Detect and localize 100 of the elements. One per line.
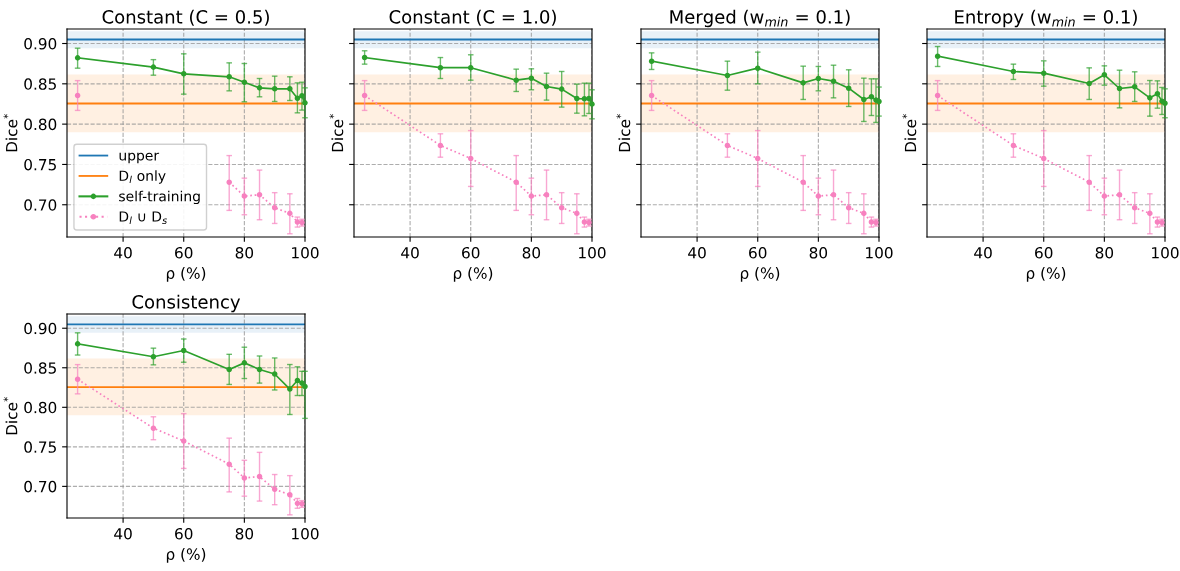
point [467, 64, 474, 71]
x-tick-label: 60 [175, 246, 193, 259]
y-axis-title: Dice$^{*}$ [616, 113, 631, 152]
point [830, 191, 837, 198]
point [513, 77, 519, 83]
x-tick-label: 60 [749, 246, 767, 259]
legend-label: D$_{l}$ ∪ D$_{s}$ [119, 211, 167, 225]
point [294, 377, 301, 384]
point [256, 366, 263, 373]
x-tick-label: 40 [114, 246, 132, 259]
y-tick-label: 0.90 [24, 322, 57, 335]
x-tick-label: 40 [114, 527, 132, 540]
point [74, 376, 81, 383]
point [150, 353, 157, 360]
point [74, 341, 81, 347]
point [1086, 179, 1092, 185]
point [861, 96, 867, 103]
x-tick-label: 100 [579, 246, 606, 259]
point [1101, 72, 1108, 78]
point [180, 347, 187, 354]
point [180, 438, 187, 444]
point [528, 75, 535, 81]
point [754, 65, 761, 71]
legend-label: self-training [119, 190, 200, 205]
y-tick-label: 0.85 [24, 78, 56, 90]
x-tick-label: 80 [235, 246, 254, 259]
point [934, 53, 941, 59]
legend-label: upper [119, 152, 160, 164]
chart-title: Merged (w$_{min}$ = 0.1) [670, 9, 850, 28]
x-tick-label: 80 [809, 246, 828, 259]
x-axis-title: ρ (%) [453, 267, 493, 282]
y-tick-label: 0.75 [24, 441, 56, 453]
point [241, 193, 248, 199]
point [1010, 68, 1017, 75]
point [256, 191, 263, 198]
point [294, 95, 301, 101]
point [581, 96, 588, 102]
point [1147, 210, 1153, 217]
point [1010, 142, 1017, 149]
y-axis-title: Dice$^{*}$ [3, 396, 18, 435]
x-axis-title: ρ (%) [1026, 267, 1066, 282]
x-tick-label: 60 [462, 246, 480, 259]
point [437, 142, 444, 149]
point [830, 78, 837, 84]
y-tick-label: 0.70 [24, 199, 57, 211]
y-axis-title: Dice$^{*}$ [902, 113, 917, 152]
y-tick-label: 0.75 [24, 158, 56, 171]
point [437, 64, 444, 71]
x-tick-label: 40 [974, 246, 992, 259]
point [299, 93, 305, 99]
point [1116, 85, 1123, 92]
x-tick-label: 40 [401, 246, 419, 259]
point [861, 210, 867, 217]
point [74, 55, 81, 61]
point [361, 54, 368, 61]
point [287, 86, 293, 92]
x-tick-label: 100 [292, 246, 319, 259]
point [528, 193, 535, 199]
point [934, 92, 941, 99]
point [150, 425, 157, 431]
point [241, 475, 248, 481]
point [241, 79, 248, 85]
point [815, 193, 822, 199]
point [558, 204, 565, 211]
point [256, 473, 263, 480]
point [1131, 204, 1138, 211]
point [180, 71, 187, 77]
x-tick-label: 60 [1035, 246, 1053, 259]
point [800, 80, 806, 86]
x-tick-label: 80 [235, 527, 254, 540]
x-tick-label: 80 [522, 246, 541, 259]
x-tick-label: 80 [1095, 246, 1114, 259]
point [543, 83, 550, 90]
point [226, 74, 232, 80]
point [724, 72, 731, 79]
x-tick-label: 100 [292, 527, 319, 540]
point [302, 100, 308, 106]
point [543, 191, 550, 198]
chart-title: Constant (C = 1.0) [389, 9, 556, 26]
point [271, 371, 278, 377]
point [648, 92, 655, 99]
point [271, 204, 278, 211]
point [1086, 80, 1092, 87]
point [558, 86, 565, 92]
point [845, 85, 852, 91]
y-axis-title: Dice$^{*}$ [3, 113, 18, 152]
point [574, 95, 580, 102]
point [589, 101, 595, 107]
chart-title: Entropy (w$_{min}$ = 0.1) [955, 9, 1137, 28]
point [226, 179, 232, 185]
point [586, 95, 592, 102]
y-tick-label: 0.80 [24, 401, 57, 414]
y-axis-title: Dice$^{*}$ [329, 113, 344, 152]
point [150, 64, 157, 70]
point [271, 86, 278, 92]
point [815, 75, 822, 82]
point [467, 155, 474, 162]
point [299, 380, 305, 386]
point [271, 486, 278, 493]
point [868, 94, 875, 100]
